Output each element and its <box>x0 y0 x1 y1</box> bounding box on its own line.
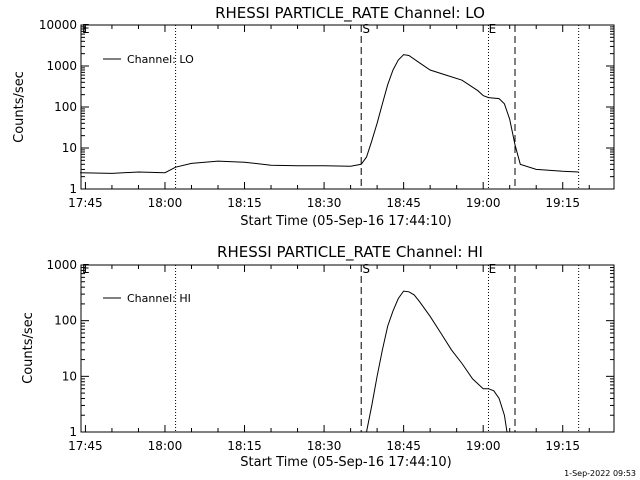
x-tick-label: 19:15 <box>545 439 580 453</box>
x-tick-label: 18:15 <box>227 196 262 210</box>
x-tick-label: 19:15 <box>545 196 580 210</box>
hi-end-marker: E <box>489 262 497 276</box>
hi-start-marker: S <box>362 262 370 276</box>
x-tick-label: 18:00 <box>148 196 183 210</box>
hi-channel-panel: RHESSI PARTICLE_RATE Channel: HI 17:45 18… <box>21 243 615 470</box>
y-tick-label: 1000 <box>46 258 77 272</box>
x-tick-label: 18:45 <box>386 439 421 453</box>
x-tick-label: 17:45 <box>68 439 103 453</box>
hi-y-axis-ticks: 1 10 100 1000 <box>46 258 614 439</box>
hi-legend-label: Channel: HI <box>127 292 191 305</box>
hi-marker-lines <box>175 265 580 432</box>
footer-timestamp: 1-Sep-2022 09:53 <box>564 469 636 478</box>
x-tick-label: 18:00 <box>148 439 183 453</box>
lo-y-axis-ticks: 1 10 100 1000 10000 <box>39 18 614 196</box>
y-tick-label: 10 <box>62 141 77 155</box>
y-tick-label: 1 <box>69 182 77 196</box>
y-tick-label: 100 <box>54 100 77 114</box>
lo-chart-title: RHESSI PARTICLE_RATE Channel: LO <box>215 4 485 23</box>
x-tick-label: 17:45 <box>68 196 103 210</box>
hi-plot-frame <box>80 264 615 433</box>
lo-corner-marker: E <box>82 22 90 36</box>
x-tick-label: 18:30 <box>307 439 342 453</box>
y-tick-label: 10 <box>62 369 77 383</box>
lo-legend: Channel: LO <box>103 53 194 66</box>
lo-legend-label: Channel: LO <box>127 53 194 66</box>
y-tick-label: 1 <box>69 425 77 439</box>
lo-marker-lines <box>175 25 580 189</box>
lo-end-marker: E <box>489 22 497 36</box>
lo-y-axis-label: Counts/sec <box>12 71 27 143</box>
y-tick-label: 1000 <box>46 59 77 73</box>
x-tick-label: 18:30 <box>307 196 342 210</box>
lo-series-line <box>80 54 579 174</box>
y-tick-label: 100 <box>54 314 77 328</box>
lo-plot-frame <box>80 24 615 190</box>
hi-series-line <box>366 290 508 433</box>
hi-legend: Channel: HI <box>103 292 191 305</box>
hi-x-axis-label: Start Time (05-Sep-16 17:44:10) <box>240 455 451 470</box>
x-tick-label: 19:00 <box>466 196 501 210</box>
hi-y-axis-label: Counts/sec <box>21 312 36 384</box>
x-tick-label: 18:15 <box>227 439 262 453</box>
lo-x-axis-label: Start Time (05-Sep-16 17:44:10) <box>240 214 451 229</box>
hi-x-axis-ticks: 17:45 18:00 18:15 18:30 18:45 19:00 19:15 <box>68 265 590 453</box>
x-tick-label: 19:00 <box>466 439 501 453</box>
hi-chart-title: RHESSI PARTICLE_RATE Channel: HI <box>217 243 483 262</box>
hi-corner-marker: E <box>82 262 90 276</box>
y-tick-label: 10000 <box>39 18 77 32</box>
lo-channel-panel: RHESSI PARTICLE_RATE Channel: LO 17:45 18… <box>12 4 615 229</box>
lo-start-marker: S <box>362 22 370 36</box>
lo-x-axis-ticks: 17:45 18:00 18:15 18:30 18:45 19:00 19:15 <box>68 25 590 210</box>
x-tick-label: 18:45 <box>386 196 421 210</box>
